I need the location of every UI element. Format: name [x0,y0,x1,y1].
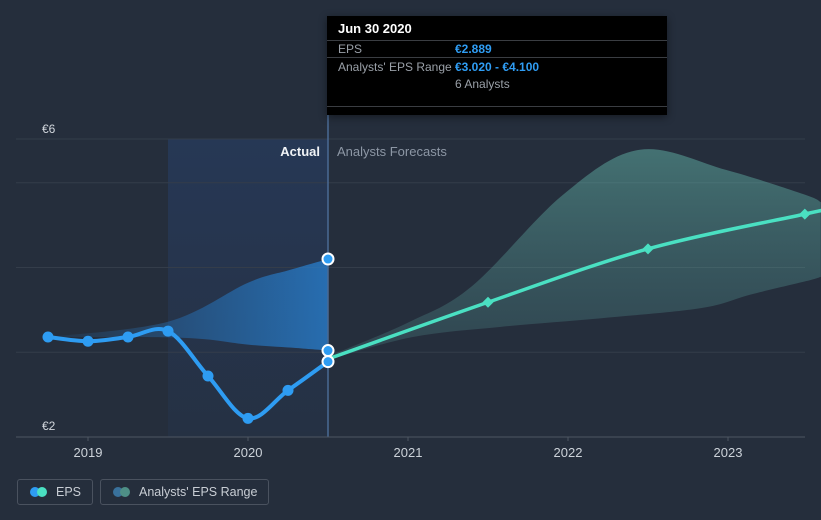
legend-range-label: Analysts' EPS Range [139,485,258,499]
x-axis [16,436,805,441]
analyst-range-bands [48,149,821,360]
eps-point[interactable] [242,412,254,424]
forecast-point[interactable] [642,243,654,255]
eps-legend-icon [30,487,47,497]
legend-eps-label: EPS [56,485,82,499]
tooltip-eps-value: €2.889 [455,42,492,56]
tooltip-date: Jun 30 2020 [327,16,667,41]
x-tick-2020: 2020 [234,445,263,460]
forecast-point[interactable] [799,208,811,220]
data-points [42,208,811,424]
eps-point[interactable] [162,325,174,337]
legend-eps-toggle[interactable]: EPS [17,479,94,505]
range-high-point[interactable] [321,252,335,266]
tooltip-eps-label: EPS [338,42,363,56]
eps-point[interactable] [82,335,94,347]
actual-section-label: Actual [280,144,320,159]
eps-point[interactable] [42,331,54,343]
hover-tooltip: Jun 30 2020 EPS €2.889 Analysts' EPS Ran… [327,16,667,115]
x-tick-2021: 2021 [394,445,423,460]
eps-point[interactable] [282,384,294,396]
y-axis-bottom-label: €2 [42,419,56,433]
eps-point[interactable] [122,331,134,343]
y-axis-top-label: €6 [42,122,56,136]
tooltip-footer-rule [327,106,667,115]
forecast-range-band [328,149,821,360]
forecast-point[interactable] [482,296,494,308]
x-tick-2019: 2019 [74,445,103,460]
tooltip-range-value: €3.020 - €4.100 [455,59,540,74]
x-tick-2023: 2023 [714,445,743,460]
eps-selected-point[interactable] [321,355,335,369]
actual-range-band [48,259,328,351]
range-low-point[interactable] [321,344,335,358]
legend: EPS Analysts' EPS Range [17,479,270,505]
tooltip-analyst-count: 6 Analysts [455,76,510,91]
tooltip-range-label: Analysts' EPS Range [338,59,452,74]
analysts-range-legend-icon [113,487,131,497]
legend-range-toggle[interactable]: Analysts' EPS Range [100,479,270,505]
forecast-section-label: Analysts Forecasts [337,144,447,159]
x-tick-2022: 2022 [554,445,583,460]
eps-point[interactable] [202,370,214,382]
